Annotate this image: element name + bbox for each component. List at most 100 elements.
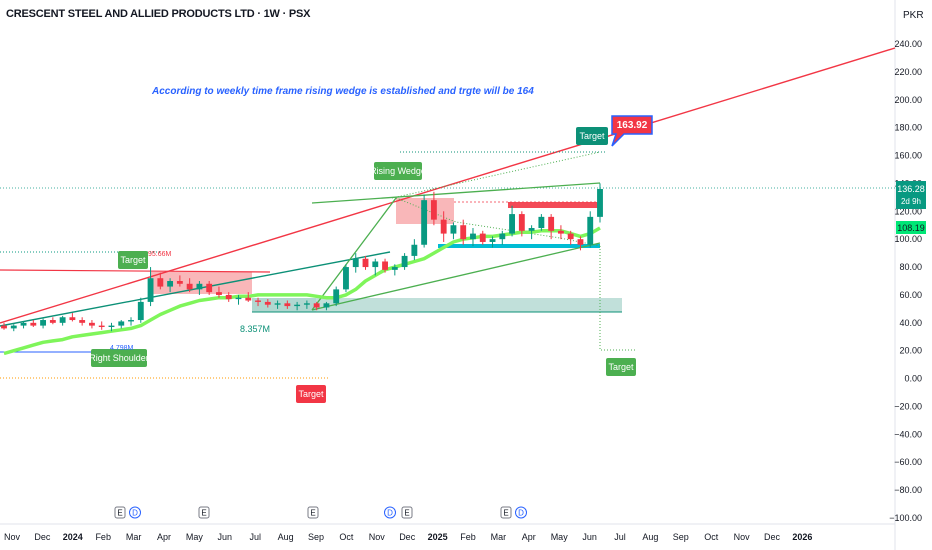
svg-text:Target: Target — [120, 255, 146, 265]
candle — [587, 211, 594, 248]
candle — [245, 292, 252, 302]
y-tick-label: 160.00 — [894, 151, 922, 161]
horizontal-red-line — [0, 269, 271, 273]
candle — [59, 315, 66, 326]
y-tick-label: −100.00 — [889, 513, 922, 523]
x-tick-label: Jul — [249, 532, 261, 542]
small-note-1: 4.798M — [110, 345, 134, 352]
candle — [89, 320, 95, 329]
x-tick-label: Dec — [764, 532, 781, 542]
y-tick-label: −80.00 — [894, 485, 922, 495]
candle — [264, 299, 271, 308]
x-tick-label: 2026 — [792, 532, 812, 542]
earnings-marker-icon[interactable]: E — [114, 506, 126, 519]
candle — [411, 239, 418, 261]
candle — [382, 258, 388, 273]
small-note-2: 95.66M — [148, 251, 172, 258]
svg-text:E: E — [310, 509, 315, 518]
candle — [352, 253, 359, 273]
svg-text:Target: Target — [579, 131, 605, 141]
x-tick-label: Aug — [642, 532, 658, 542]
svg-text:E: E — [404, 509, 409, 518]
x-tick-label: Oct — [704, 532, 719, 542]
x-tick-label: 2024 — [63, 532, 83, 542]
x-tick-label: Oct — [339, 532, 354, 542]
y-tick-label: 20.00 — [899, 346, 922, 356]
wedge-impulse-line — [311, 197, 397, 311]
y-tick-label: −60.00 — [894, 457, 922, 467]
dividend-marker-icon[interactable]: D — [515, 506, 527, 519]
candle — [343, 264, 349, 293]
candle — [479, 230, 486, 245]
candle — [206, 281, 213, 295]
candle — [274, 300, 281, 309]
candle — [421, 194, 428, 248]
wedge-upper-line — [311, 182, 601, 204]
x-tick-label: Dec — [399, 532, 416, 542]
candle — [118, 320, 125, 329]
candle — [313, 301, 320, 311]
y-tick-label: 200.00 — [894, 95, 922, 105]
candle — [577, 236, 584, 251]
svg-text:E: E — [503, 509, 508, 518]
x-tick-label: Jun — [582, 532, 597, 542]
target-red-tag: Target — [296, 385, 326, 403]
candle — [528, 225, 535, 240]
candle — [567, 230, 574, 245]
candle — [225, 292, 232, 302]
x-tick-label: Sep — [673, 532, 689, 542]
x-tick-label: Feb — [460, 532, 476, 542]
x-tick-label: Feb — [95, 532, 111, 542]
candle — [294, 301, 301, 311]
earnings-marker-icon[interactable]: E — [500, 506, 512, 519]
earnings-marker-icon[interactable]: E — [198, 506, 210, 519]
candle — [186, 278, 193, 293]
candle — [557, 225, 564, 240]
svg-text:136.28: 136.28 — [897, 184, 925, 194]
y-tick-label: 80.00 — [899, 262, 922, 272]
x-tick-label: May — [186, 532, 204, 542]
x-tick-label: Nov — [4, 532, 21, 542]
candle — [391, 264, 398, 276]
x-tick-label: May — [551, 532, 569, 542]
candle — [98, 321, 105, 330]
y-tick-label: 220.00 — [894, 67, 922, 77]
x-tick-label: Jun — [218, 532, 233, 542]
teal-trend-line — [0, 251, 391, 327]
currency-label[interactable]: PKR — [903, 10, 924, 21]
candle — [470, 228, 476, 247]
candle — [597, 183, 603, 223]
pattern-dotted-path — [395, 197, 601, 247]
analysis-annotation: According to weekly time frame rising we… — [151, 86, 534, 97]
demand-zone-2 — [316, 298, 622, 312]
ma-price-badge: 108.19 — [896, 221, 926, 234]
earnings-marker-icon[interactable]: E — [401, 506, 413, 519]
candle — [255, 297, 261, 307]
candle — [167, 278, 174, 293]
right-shoulder-tag: Right Shoulder — [89, 349, 149, 367]
candle — [460, 219, 467, 245]
x-tick-label: Jul — [614, 532, 626, 542]
candle — [489, 236, 496, 248]
target-left-tag: Target — [118, 251, 148, 269]
y-tick-label: −20.00 — [894, 401, 922, 411]
rising-wedge-tag: Rising Wedge — [370, 162, 426, 180]
candle — [196, 281, 203, 295]
dividend-marker-icon[interactable]: D — [129, 506, 141, 519]
y-tick-label: 40.00 — [899, 318, 922, 328]
y-tick-label: −40.00 — [894, 429, 922, 439]
svg-text:D: D — [518, 509, 524, 518]
target-bottom-right-tag: Target — [606, 358, 636, 376]
candle — [518, 211, 525, 237]
y-tick-label: 100.00 — [894, 234, 922, 244]
svg-text:2d 9h: 2d 9h — [901, 197, 921, 206]
earnings-marker-icon[interactable]: E — [307, 506, 319, 519]
candle — [440, 211, 447, 242]
svg-text:163.92: 163.92 — [617, 120, 648, 131]
candle — [69, 313, 76, 322]
y-tick-label: 120.00 — [894, 206, 922, 216]
candle — [137, 297, 144, 323]
dividend-marker-icon[interactable]: D — [384, 506, 396, 519]
candle — [40, 318, 47, 329]
